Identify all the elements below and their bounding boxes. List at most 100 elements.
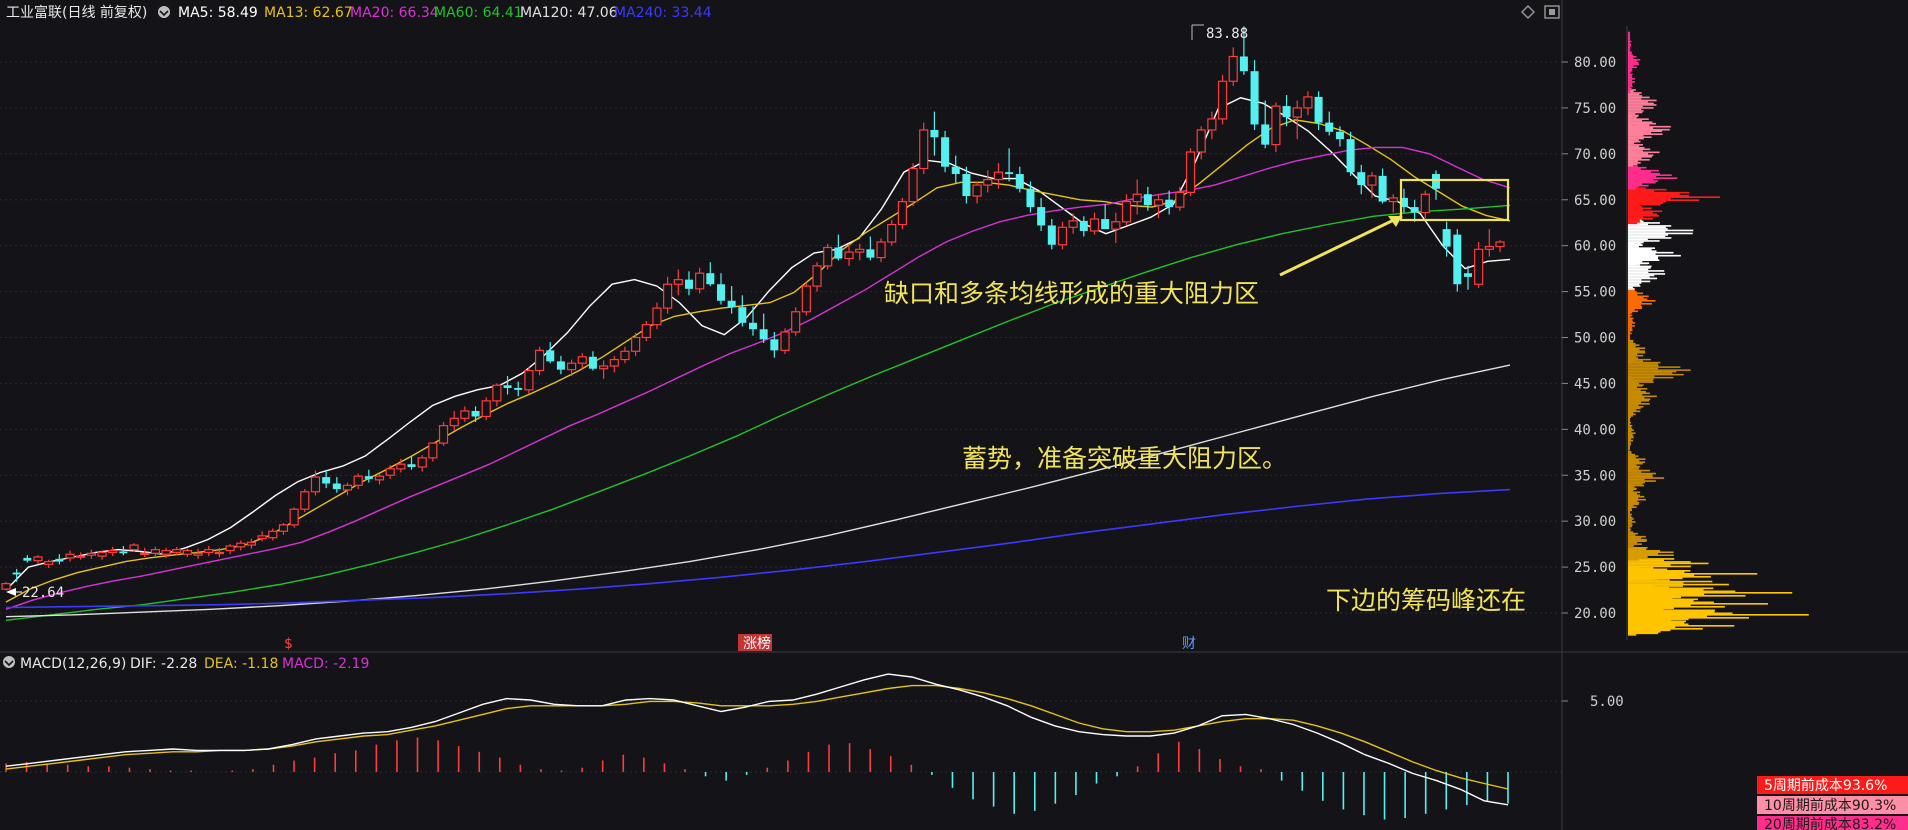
candle-body — [1089, 218, 1100, 232]
candle-body — [1121, 200, 1132, 223]
candle-body — [844, 251, 854, 260]
candle-body — [1153, 199, 1164, 206]
candle-body — [1495, 241, 1505, 248]
candle-body — [33, 556, 43, 562]
price-tick-label: 35.00 — [1574, 468, 1616, 484]
cost-legend-20: 20周期前成本83.2% — [1764, 816, 1896, 830]
candle-body — [663, 283, 673, 309]
macd-dropdown-icon[interactable] — [3, 656, 15, 668]
cost-legend-5-bg — [1757, 776, 1908, 794]
price-tick-label: 70.00 — [1574, 147, 1616, 163]
price-axis: 80.00 75.00 70.00 65.00 60.00 55.00 50.00 45.00… — [1562, 55, 1616, 622]
candle-body — [257, 535, 267, 540]
candle-body — [172, 549, 182, 553]
ma20-label: MA20: 66.34 — [350, 5, 439, 21]
price-tick-label: 40.00 — [1574, 422, 1616, 438]
candle-body — [972, 184, 982, 197]
candle-body — [1463, 273, 1472, 277]
candle-body — [897, 200, 908, 226]
candle-body — [1335, 131, 1344, 140]
candle-body — [268, 530, 278, 539]
candle-body — [1111, 221, 1121, 230]
macd-value-label: MACD: -2.19 — [282, 656, 369, 672]
candle-body — [1132, 193, 1142, 203]
candle-body — [322, 477, 331, 484]
event-marker-financial[interactable]: 财 — [1182, 636, 1196, 652]
price-tick-label: 30.00 — [1574, 514, 1616, 530]
candle-body — [812, 265, 822, 287]
diamond-icon[interactable] — [1521, 5, 1535, 19]
candle-body — [941, 137, 950, 167]
ma-line-ma60 — [5, 204, 1511, 621]
candle-body — [214, 551, 225, 555]
event-marker-dividend[interactable]: $ — [284, 636, 293, 652]
macd-tick-label: 5.00 — [1590, 694, 1624, 710]
event-marker-limit-up[interactable]: 涨榜 — [743, 635, 771, 652]
candle-body — [876, 241, 886, 259]
candle-body — [396, 463, 406, 470]
cost-legend-10-bg — [1757, 796, 1908, 814]
candle-body — [76, 555, 86, 558]
candle-body — [652, 307, 662, 326]
candle-body — [1410, 207, 1419, 213]
candle-body — [556, 361, 565, 370]
low-marker-arrow — [6, 588, 16, 596]
candle-body — [1207, 118, 1217, 131]
candle-body — [588, 356, 597, 369]
candle-body — [1484, 245, 1494, 250]
candle-body — [524, 369, 534, 391]
dropdown-icon[interactable] — [158, 6, 170, 18]
ma13-label: MA13: 62.67 — [264, 5, 353, 21]
candle-body — [1143, 194, 1152, 206]
candle-body — [407, 464, 416, 467]
price-tick-label: 60.00 — [1574, 239, 1616, 255]
ma5-label: MA5: 58.49 — [178, 5, 258, 21]
candle-body — [1250, 71, 1259, 125]
ma-line-ma20 — [5, 146, 1511, 610]
candle-body — [641, 324, 651, 339]
candle-body — [951, 166, 960, 175]
macd-title: MACD(12,26,9) — [20, 656, 126, 672]
candle-body — [246, 541, 257, 546]
candle-body — [1367, 175, 1377, 186]
candle-body — [193, 552, 203, 556]
candle-body — [1357, 172, 1366, 186]
candle-body — [1239, 56, 1248, 72]
candle-body — [919, 129, 929, 170]
candle-body — [471, 410, 480, 417]
cost-legend-10: 10周期前成本90.3% — [1764, 797, 1896, 814]
candle-body — [1165, 199, 1174, 208]
price-tick-label: 55.00 — [1574, 285, 1616, 301]
candle-body — [55, 558, 64, 562]
candle-body — [780, 331, 790, 351]
candle-body — [770, 339, 779, 351]
candle-body — [236, 542, 246, 548]
panel-toggle-icon-inner — [1549, 9, 1555, 15]
candle-body — [129, 544, 139, 551]
candle-body — [481, 400, 491, 418]
price-tick-label: 45.00 — [1574, 376, 1616, 392]
candle-body — [86, 552, 96, 556]
candle-body — [1442, 229, 1451, 247]
candle-body — [759, 329, 768, 340]
candle-body — [1314, 96, 1323, 123]
panel-toggle-icon[interactable] — [1544, 5, 1560, 19]
candle-body — [1196, 129, 1206, 153]
candle-body — [12, 572, 21, 575]
candle-body — [631, 336, 641, 352]
candle-body — [1217, 80, 1228, 120]
candle-body — [1026, 188, 1035, 208]
candle-body — [823, 246, 833, 267]
candle-body — [887, 223, 897, 243]
candle-body — [182, 549, 193, 555]
candle-body — [993, 171, 1004, 181]
candle-body — [503, 385, 512, 389]
candle-body — [514, 388, 523, 390]
candle-body — [449, 417, 459, 427]
candle-body — [1474, 248, 1484, 285]
candle-body — [1047, 225, 1056, 245]
low-value-label: 22.64 — [22, 585, 64, 601]
candle-body — [1057, 226, 1068, 246]
chips-annotation: 下边的筹码峰还在 — [1326, 586, 1526, 615]
